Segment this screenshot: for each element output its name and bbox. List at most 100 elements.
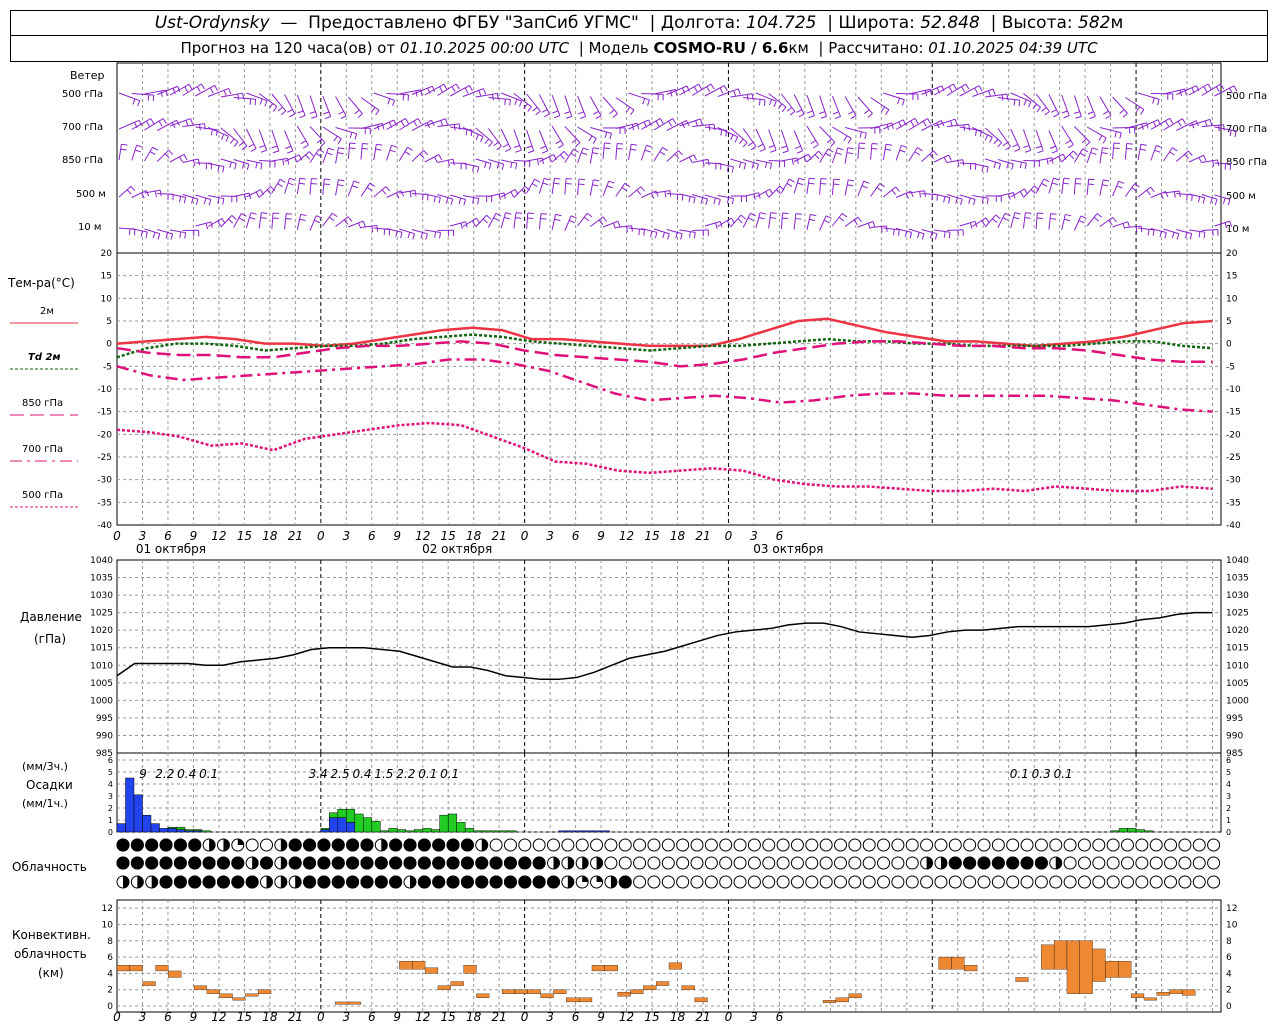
wind-barb-feather: [949, 120, 953, 127]
wind-barb-feather: [1012, 143, 1019, 148]
wind-barb-feather: [1173, 191, 1176, 198]
wind-barb-feather: [796, 150, 803, 154]
wind-barb: [819, 215, 827, 231]
wind-barb: [806, 150, 819, 163]
precip-bar-snow: [159, 828, 169, 833]
precip-bar-rain: [507, 830, 517, 833]
cloud-cover-fill: [360, 875, 374, 889]
precip-ytick-right: 5: [1226, 768, 1231, 777]
pressure-ytick-right: 1025: [1226, 609, 1249, 619]
wind-barb: [233, 128, 248, 147]
wind-barb-feather: [280, 110, 287, 116]
wind-barb-feather: [328, 147, 335, 151]
conv-cloud-bar: [604, 965, 618, 972]
wind-barb: [1201, 194, 1218, 200]
wind-barb: [781, 93, 796, 112]
cloud-cover-fill: [446, 875, 460, 889]
conv-cloud-bar: [848, 993, 862, 998]
precip-bar-rain: [447, 813, 457, 833]
conv-cloud-bar: [540, 993, 554, 998]
wind-barb: [564, 178, 567, 195]
wind-barb: [997, 159, 1014, 165]
precip-bar-snow: [176, 829, 186, 833]
wind-title: Ветер: [70, 69, 105, 82]
cloud-cover-circle: [762, 875, 776, 889]
conv-panel-frame: [116, 899, 1222, 1013]
wind-barb-feather: [536, 158, 540, 166]
wind-barb-feather: [934, 233, 938, 240]
wind-barb-feather: [758, 192, 761, 199]
wind-barb-feather: [981, 165, 984, 172]
wind-barb-feather: [776, 189, 782, 195]
wind-barb: [589, 179, 594, 196]
cloud-cover-fill: [417, 875, 431, 889]
wind-barb-feather: [891, 189, 897, 196]
wind-barb: [157, 85, 178, 95]
lon-label: Долгота:: [660, 13, 741, 33]
cloud-cover-circle: [1178, 856, 1192, 870]
wind-barb-feather: [753, 193, 756, 200]
wind-barb: [386, 190, 402, 198]
wind-barb: [730, 127, 748, 143]
wind-barb: [513, 185, 526, 198]
wind-barb: [628, 227, 645, 231]
pressure-ytick-right: 1000: [1226, 696, 1249, 706]
cloud-cover-fill: [303, 838, 317, 852]
wind-level-right-label: 500 м: [1226, 191, 1256, 202]
wind-level-700hpa: 700 гПа: [62, 122, 104, 133]
temp-series-line: [116, 333, 1213, 359]
wind-barb-feather: [443, 83, 448, 90]
cloud-cover-fill: [317, 838, 331, 852]
x-hour-label: 9: [597, 529, 605, 543]
wind-barb: [526, 93, 541, 112]
wind-barb-feather: [1105, 115, 1112, 119]
temp-ytick-left: -40: [97, 521, 112, 531]
cloud-cover-fill: [991, 856, 1005, 870]
wind-barb-feather: [447, 160, 450, 167]
temp-ytick-left: -35: [97, 498, 112, 508]
cloud-cover-fill: [159, 838, 173, 852]
wind-barb-feather: [1058, 156, 1062, 163]
conv-cloud-bar: [412, 961, 426, 970]
wind-barb-feather: [297, 110, 304, 114]
wind-barb-feather: [309, 111, 316, 114]
cloud-cover-fill: [532, 875, 546, 889]
wind-barb-feather: [640, 186, 646, 192]
wind-barb: [156, 149, 169, 162]
wind-barb-feather: [838, 216, 845, 222]
wind-barb: [831, 147, 839, 164]
wind-barb-feather: [1101, 152, 1108, 155]
wind-barb-feather: [693, 86, 698, 93]
wind-barb: [806, 94, 815, 116]
cloud-cover-fill: [346, 856, 360, 870]
pressure-ytick-right: 1035: [1226, 574, 1249, 584]
x-hour-label: 6: [164, 529, 172, 543]
precip-total-label: 0.1: [418, 767, 437, 781]
wind-barb: [526, 157, 543, 162]
wind-barb-feather: [930, 232, 933, 239]
wind-barb: [246, 92, 268, 102]
cloud-cover-circle: [676, 838, 690, 852]
wind-barb-feather: [1065, 139, 1071, 145]
wind-barb-feather: [879, 183, 885, 188]
wind-barb-feather: [718, 199, 721, 206]
pressure-ytick-right: 995: [1226, 714, 1243, 724]
temp-ytick-right: 10: [1226, 294, 1238, 304]
wind-barb-feather: [986, 198, 989, 205]
wind-barb: [577, 212, 588, 227]
wind-barb-feather: [353, 180, 360, 184]
cloud-cover-fill: [618, 875, 632, 889]
wind-barb: [373, 144, 377, 161]
wind-barb: [972, 217, 987, 227]
wind-barb: [551, 214, 557, 231]
cloud-cover-circle: [805, 875, 819, 889]
wind-barb-feather: [743, 163, 747, 170]
wind-barb: [691, 83, 712, 96]
conv-ytick-left: 12: [102, 904, 113, 914]
wind-barb: [169, 229, 186, 234]
wind-barb-feather: [765, 191, 769, 198]
wind-barb: [1086, 126, 1107, 139]
wind-barb-feather: [351, 185, 358, 189]
wind-barb-feather: [595, 115, 602, 120]
wind-barb-feather: [773, 101, 777, 108]
